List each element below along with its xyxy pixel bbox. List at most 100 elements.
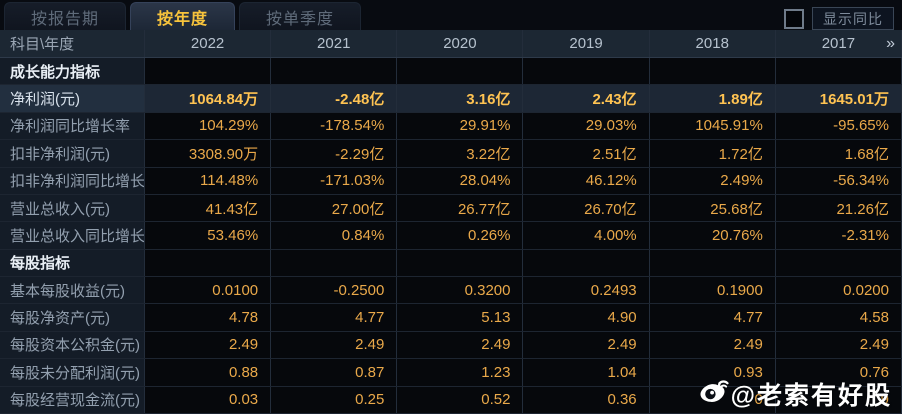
value-cell bbox=[271, 249, 398, 276]
value-cell: 3308.90万 bbox=[145, 140, 272, 167]
value-cell: 3.16亿 bbox=[397, 85, 524, 112]
value-cell: -95.65% bbox=[775, 112, 902, 140]
value-cell: 0.93 bbox=[649, 359, 776, 386]
tab-by-report-period[interactable]: 按报告期 bbox=[4, 2, 127, 30]
value-cell: 0.52 bbox=[397, 386, 524, 413]
value-cell: 1045.91% bbox=[649, 112, 776, 140]
show-yoy-button[interactable]: 显示同比 bbox=[812, 7, 894, 30]
table-row[interactable]: 成长能力指标 bbox=[0, 58, 902, 86]
tab-by-year[interactable]: 按年度 bbox=[130, 2, 236, 30]
value-cell bbox=[271, 58, 398, 85]
value-cell: -0.2500 bbox=[271, 277, 398, 304]
year-header-2019: 2019 bbox=[523, 30, 650, 57]
value-cell bbox=[523, 249, 650, 276]
value-cell: 0.0200 bbox=[775, 277, 902, 304]
value-cell: 0.0100 bbox=[145, 277, 272, 304]
value-cell: 2.49 bbox=[649, 331, 776, 359]
value-cell: 4.77 bbox=[271, 304, 398, 331]
value-cell: 53.46% bbox=[145, 222, 272, 249]
table-header-row: 科目\年度 2022 2021 2020 2019 2018 2017» bbox=[0, 30, 902, 58]
value-cell: 26.77亿 bbox=[397, 194, 524, 222]
value-cell: 1064.84万 bbox=[145, 85, 272, 112]
value-cell: 104.29% bbox=[145, 112, 272, 140]
value-cell: 2.49 bbox=[523, 331, 650, 359]
value-cell: -56.34% bbox=[775, 167, 902, 194]
table-row[interactable]: 每股净资产(元) 4.78 4.77 5.13 4.90 4.77 4.58 bbox=[0, 304, 902, 332]
value-cell: 4.58 bbox=[775, 304, 902, 331]
value-cell bbox=[775, 249, 902, 276]
row-label: 成长能力指标 bbox=[0, 58, 145, 85]
value-cell bbox=[145, 249, 272, 276]
value-cell: 1645.01万 bbox=[775, 85, 902, 112]
value-cell: 0.84% bbox=[271, 222, 398, 249]
row-label: 净利润(元) bbox=[0, 85, 145, 112]
value-cell: 2.49 bbox=[397, 331, 524, 359]
value-cell: 1.68亿 bbox=[775, 140, 902, 167]
value-cell: 0.87 bbox=[271, 359, 398, 386]
value-cell: -2.29亿 bbox=[271, 140, 398, 167]
more-years-icon[interactable]: » bbox=[886, 34, 895, 52]
value-cell bbox=[649, 249, 776, 276]
value-cell: 0.88 bbox=[145, 359, 272, 386]
value-cell: -2.31% bbox=[775, 222, 902, 249]
value-cell bbox=[649, 58, 776, 85]
value-cell: 2.49 bbox=[271, 331, 398, 359]
value-cell bbox=[145, 58, 272, 85]
watermark: @老索有好股 bbox=[699, 376, 892, 412]
table-row[interactable]: 营业总收入(元) 41.43亿 27.00亿 26.77亿 26.70亿 25.68亿 21… bbox=[0, 194, 902, 223]
table-row[interactable]: 基本每股收益(元) 0.0100 -0.2500 0.3200 0.2493 0.1900… bbox=[0, 277, 902, 305]
table-row[interactable]: 净利润(元) 1064.84万 -2.48亿 3.16亿 2.43亿 1.89亿 1645.… bbox=[0, 85, 902, 113]
table-row[interactable]: 每股指标 bbox=[0, 249, 902, 277]
value-cell: 5.13 bbox=[397, 304, 524, 331]
tab-by-quarter[interactable]: 按单季度 bbox=[239, 2, 362, 30]
value-cell: 4.90 bbox=[523, 304, 650, 331]
table-row[interactable]: 每股未分配利润(元) 0.88 0.87 1.23 1.04 0.93 0.76 bbox=[0, 359, 902, 387]
value-cell: 0.76 bbox=[775, 359, 902, 386]
value-cell: 29.03% bbox=[523, 112, 650, 140]
row-label: 每股指标 bbox=[0, 249, 145, 276]
value-cell: 28.04% bbox=[397, 167, 524, 194]
value-cell: 46.12% bbox=[523, 167, 650, 194]
year-header-2017: 2017» bbox=[776, 30, 902, 57]
value-cell: 29.91% bbox=[397, 112, 524, 140]
value-cell: 26.70亿 bbox=[523, 194, 650, 222]
value-cell: 4.78 bbox=[145, 304, 272, 331]
value-cell: 2.49 bbox=[145, 331, 272, 359]
row-label: 扣非净利润(元) bbox=[0, 140, 145, 167]
value-cell: 0.25 bbox=[271, 386, 398, 413]
row-label: 每股资本公积金(元) bbox=[0, 331, 145, 359]
value-cell bbox=[775, 58, 902, 85]
value-cell: -2.48亿 bbox=[271, 85, 398, 112]
value-cell: 2.49 bbox=[775, 331, 902, 359]
table-row[interactable]: 每股资本公积金(元) 2.49 2.49 2.49 2.49 2.49 2.49 bbox=[0, 331, 902, 360]
table-row[interactable]: 净利润同比增长率 104.29% -178.54% 29.91% 29.03% 1045.… bbox=[0, 112, 902, 141]
value-cell: 0.3200 bbox=[397, 277, 524, 304]
table-row[interactable]: 每股经营现金流(元) 0.03 0.25 0.52 0.36 0 9 bbox=[0, 386, 902, 414]
value-cell: 0.26% bbox=[397, 222, 524, 249]
value-cell: 0.1900 bbox=[649, 277, 776, 304]
value-cell: 2.51亿 bbox=[523, 140, 650, 167]
row-label: 营业总收入同比增长率 bbox=[0, 222, 145, 249]
value-cell bbox=[397, 249, 524, 276]
row-label: 净利润同比增长率 bbox=[0, 112, 145, 140]
table-row[interactable]: 扣非净利润同比增长率114.48%-171.03%28.04%46.12%2.4… bbox=[0, 167, 902, 195]
table-row[interactable]: 营业总收入同比增长率53.46%0.84%0.26%4.00%20.76%-2.… bbox=[0, 222, 902, 250]
value-cell: 0.36 bbox=[523, 386, 650, 413]
value-cell: 4.00% bbox=[523, 222, 650, 249]
value-cell: 4.77 bbox=[649, 304, 776, 331]
weibo-icon bbox=[699, 377, 731, 411]
row-label: 营业总收入(元) bbox=[0, 194, 145, 222]
value-cell: 1.89亿 bbox=[649, 85, 776, 112]
corner-header: 科目\年度 bbox=[0, 30, 145, 57]
value-cell: 41.43亿 bbox=[145, 194, 272, 222]
period-tabbar: 按报告期 按年度 按单季度 显示同比 bbox=[0, 0, 902, 30]
value-cell: -178.54% bbox=[271, 112, 398, 140]
row-label: 基本每股收益(元) bbox=[0, 277, 145, 304]
value-cell: 2.43亿 bbox=[523, 85, 650, 112]
value-cell: 21.26亿 bbox=[775, 194, 902, 222]
table-row[interactable]: 扣非净利润(元) 3308.90万 -2.29亿 3.22亿 2.51亿 1.72亿 1.6… bbox=[0, 140, 902, 168]
value-cell: -171.03% bbox=[271, 167, 398, 194]
row-label: 每股经营现金流(元) bbox=[0, 386, 145, 413]
value-cell: 1.23 bbox=[397, 359, 524, 386]
show-yoy-checkbox[interactable] bbox=[784, 8, 804, 29]
